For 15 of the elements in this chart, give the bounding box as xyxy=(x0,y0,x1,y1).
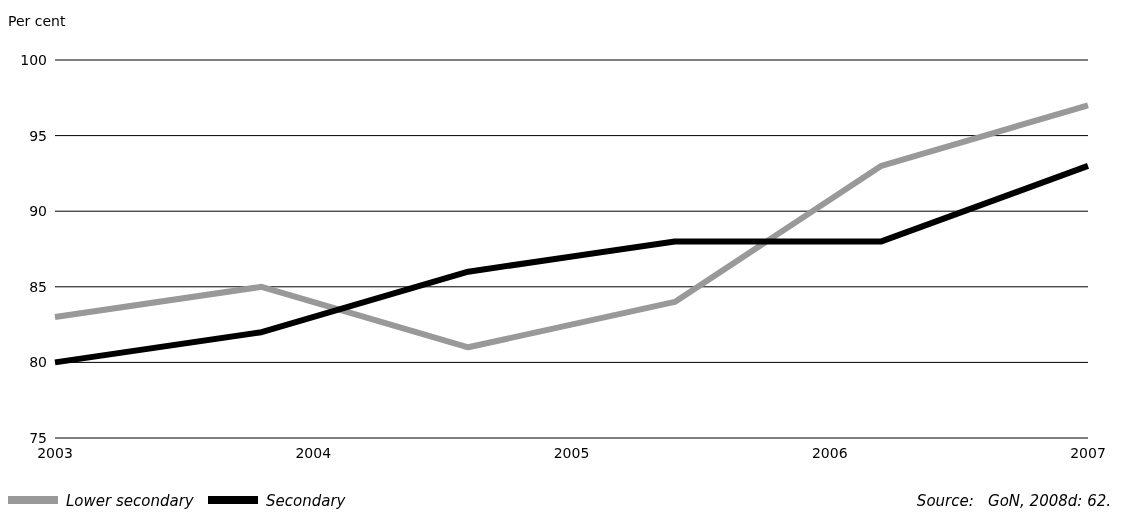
x-tick-label: 2005 xyxy=(553,445,590,461)
x-tick-label: 2004 xyxy=(295,445,332,461)
x-tick-label: 2006 xyxy=(811,445,848,461)
y-tick-label: 95 xyxy=(29,127,47,144)
y-tick-label: 90 xyxy=(29,203,47,220)
x-tick-label: 2007 xyxy=(1070,445,1106,461)
y-tick-label: 80 xyxy=(29,354,47,371)
y-tick-label: 100 xyxy=(20,51,47,68)
legend-label: Lower secondary xyxy=(66,492,195,510)
x-tick-label: 2003 xyxy=(37,445,73,461)
legend-label: Secondary xyxy=(266,492,347,510)
y-tick-label: 75 xyxy=(29,429,47,446)
y-tick-label: 85 xyxy=(29,278,47,295)
source-note: Source: GoN, 2008d: 62. xyxy=(916,492,1111,510)
y-axis-title: Per cent xyxy=(8,13,66,29)
